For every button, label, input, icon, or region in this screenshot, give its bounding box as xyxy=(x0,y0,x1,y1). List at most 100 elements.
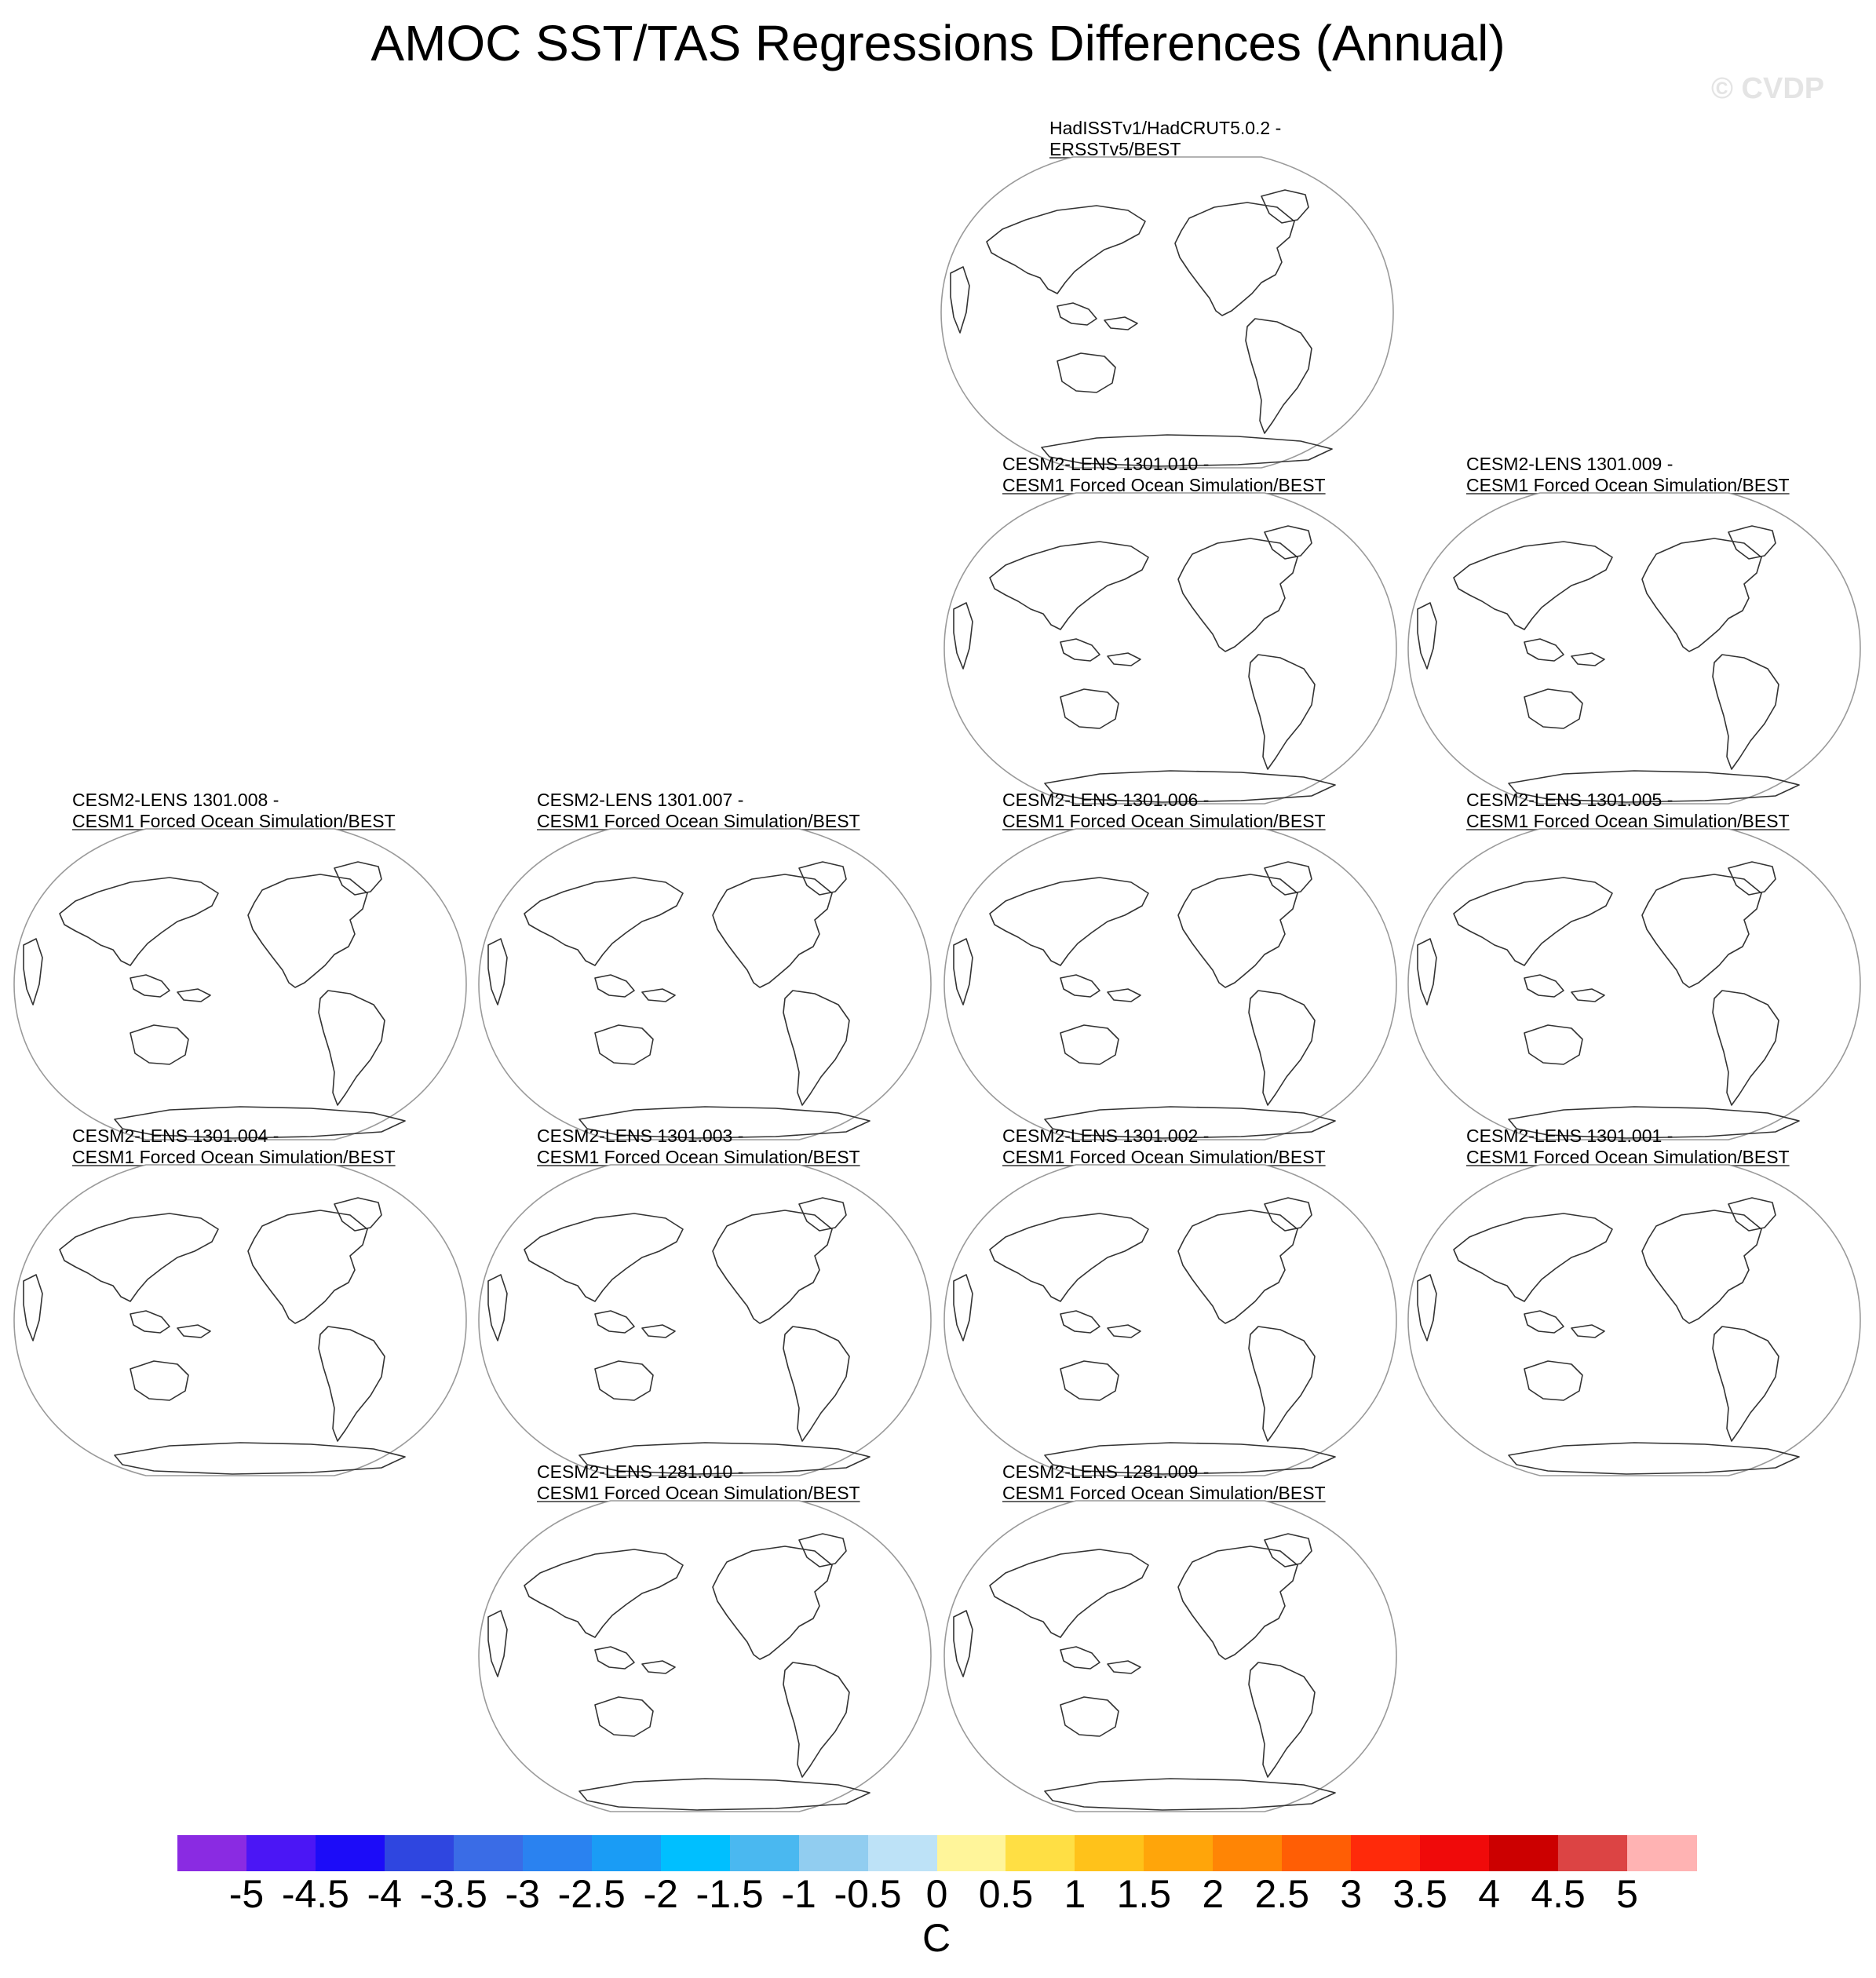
coastline xyxy=(334,861,382,896)
coastline xyxy=(783,990,850,1106)
panel-title-line2: CESM1 Forced Ocean Simulation/BEST xyxy=(72,1147,396,1167)
map-panel: CESM2-LENS 1301.010 - CESM1 Forced Ocean … xyxy=(943,454,1458,805)
coastline xyxy=(1641,874,1762,988)
map-panel: CESM2-LENS 1301.005 - CESM1 Forced Ocean … xyxy=(1407,790,1876,1141)
coastline xyxy=(1524,638,1564,662)
coastline xyxy=(1641,538,1762,652)
colorbar-tick-label: -3 xyxy=(505,1872,540,1916)
panel-title-line1: CESM2-LENS 1301.003 - xyxy=(537,1126,744,1146)
coastline xyxy=(1177,874,1298,988)
panel-title-line2: CESM1 Forced Ocean Simulation/BEST xyxy=(1466,475,1790,495)
coastline xyxy=(1177,538,1298,652)
map-boundary xyxy=(940,156,1394,469)
coastline xyxy=(487,1610,508,1677)
colorbar-tick-label: 0 xyxy=(925,1872,948,1916)
coastline xyxy=(1264,1197,1312,1232)
coastline xyxy=(1174,202,1295,316)
coastline xyxy=(524,1213,684,1302)
map-panel: CESM2-LENS 1301.006 - CESM1 Forced Ocean … xyxy=(943,790,1458,1141)
coastline xyxy=(641,988,676,1002)
colorbar-swatch xyxy=(660,1835,731,1871)
coastline xyxy=(1044,770,1336,803)
coastline xyxy=(1264,1533,1312,1567)
coastline xyxy=(1057,352,1116,393)
map-boundary xyxy=(1407,1164,1861,1476)
panel-title: CESM2-LENS 1301.007 - CESM1 Forced Ocean … xyxy=(537,790,860,832)
panel-title: CESM2-LENS 1301.010 - CESM1 Forced Ocean … xyxy=(1002,454,1326,496)
colorbar-tick-label: -2 xyxy=(643,1872,678,1916)
colorbar-swatch xyxy=(936,1835,1007,1871)
colorbar-tick-label: -2.5 xyxy=(557,1872,626,1916)
coastline xyxy=(1524,1024,1583,1065)
panel-title: CESM2-LENS 1301.003 - CESM1 Forced Ocean … xyxy=(537,1126,860,1168)
coastline xyxy=(177,988,211,1002)
panel-title-line2: CESM1 Forced Ocean Simulation/BEST xyxy=(1002,1147,1326,1167)
map-outline xyxy=(1407,492,1861,805)
coastline xyxy=(953,602,973,670)
map-panel: HadISSTv1/HadCRUT5.0.2 - ERSSTv5/BEST xyxy=(940,118,1505,469)
colorbar-swatch xyxy=(177,1835,247,1871)
coastline xyxy=(318,990,385,1106)
coastline xyxy=(130,1024,189,1065)
coastline xyxy=(1524,688,1583,729)
map-outline xyxy=(478,1500,932,1812)
colorbar-tick-label: -1.5 xyxy=(695,1872,764,1916)
coastline xyxy=(487,1274,508,1341)
colorbar-tick-label: 3.5 xyxy=(1392,1872,1447,1916)
coastline xyxy=(641,1324,676,1338)
coastline xyxy=(114,1106,406,1139)
panel-title-line2: CESM1 Forced Ocean Simulation/BEST xyxy=(537,811,860,831)
map-outline xyxy=(943,1500,1397,1812)
coastline xyxy=(1453,541,1613,630)
coastline xyxy=(1453,1213,1613,1302)
map-outline xyxy=(943,1164,1397,1476)
coastline xyxy=(1453,877,1613,966)
panel-title-line1: CESM2-LENS 1301.008 - xyxy=(72,790,279,810)
panel-title-line2: ERSSTv5/BEST xyxy=(1049,139,1181,159)
map-panel: CESM2-LENS 1301.001 - CESM1 Forced Ocean … xyxy=(1407,1126,1876,1477)
colorbar-swatch xyxy=(315,1835,385,1871)
colorbar-tick-label: -3.5 xyxy=(419,1872,487,1916)
colorbar-swatch xyxy=(384,1835,454,1871)
coastline xyxy=(1728,861,1776,896)
coastline xyxy=(1417,938,1437,1005)
coastline xyxy=(1571,988,1605,1002)
coastline xyxy=(712,874,833,988)
coastline xyxy=(1524,1310,1564,1334)
map-panel: CESM2-LENS 1301.008 - CESM1 Forced Ocean … xyxy=(13,790,527,1141)
panel-title-line2: CESM1 Forced Ocean Simulation/BEST xyxy=(537,1483,860,1503)
panel-title-line2: CESM1 Forced Ocean Simulation/BEST xyxy=(1002,475,1326,495)
page-title: AMOC SST/TAS Regressions Differences (An… xyxy=(370,15,1506,71)
map-panel: CESM2-LENS 1301.007 - CESM1 Forced Ocean … xyxy=(478,790,992,1141)
colorbar-tick-label: 5 xyxy=(1616,1872,1638,1916)
panel-title-line1: CESM2-LENS 1301.001 - xyxy=(1466,1126,1673,1146)
coastline xyxy=(318,1326,385,1442)
coastline xyxy=(783,1326,850,1442)
coastline xyxy=(1177,1546,1298,1660)
map-boundary xyxy=(943,828,1397,1140)
coastline xyxy=(59,877,219,966)
coastline xyxy=(1712,1326,1779,1442)
map-panel: CESM2-LENS 1301.003 - CESM1 Forced Ocean … xyxy=(478,1126,992,1477)
coastline xyxy=(23,938,43,1005)
coastline xyxy=(1107,652,1141,666)
coastline xyxy=(247,1210,368,1324)
coastline xyxy=(578,1442,870,1475)
coastline xyxy=(1641,1210,1762,1324)
coastline xyxy=(524,877,684,966)
map-panel: CESM2-LENS 1281.010 - CESM1 Forced Ocean … xyxy=(478,1462,992,1813)
panel-title: HadISSTv1/HadCRUT5.0.2 - ERSSTv5/BEST xyxy=(1049,118,1281,160)
colorbar-tick-label: 2 xyxy=(1202,1872,1225,1916)
coastline xyxy=(524,1549,684,1638)
colorbar-tick-label: 1 xyxy=(1064,1872,1086,1916)
map-outline xyxy=(1407,1164,1861,1476)
panel-title-line2: CESM1 Forced Ocean Simulation/BEST xyxy=(1466,1147,1790,1167)
map-boundary xyxy=(943,1500,1397,1812)
colorbar-tick-label: 4 xyxy=(1478,1872,1501,1916)
coastline xyxy=(1060,1696,1119,1737)
colorbar-tick-label: 4.5 xyxy=(1531,1872,1586,1916)
coastline xyxy=(1057,302,1097,326)
map-panel: CESM2-LENS 1281.009 - CESM1 Forced Ocean … xyxy=(943,1462,1458,1813)
coastline xyxy=(1248,1326,1316,1442)
coastline xyxy=(130,1360,189,1401)
